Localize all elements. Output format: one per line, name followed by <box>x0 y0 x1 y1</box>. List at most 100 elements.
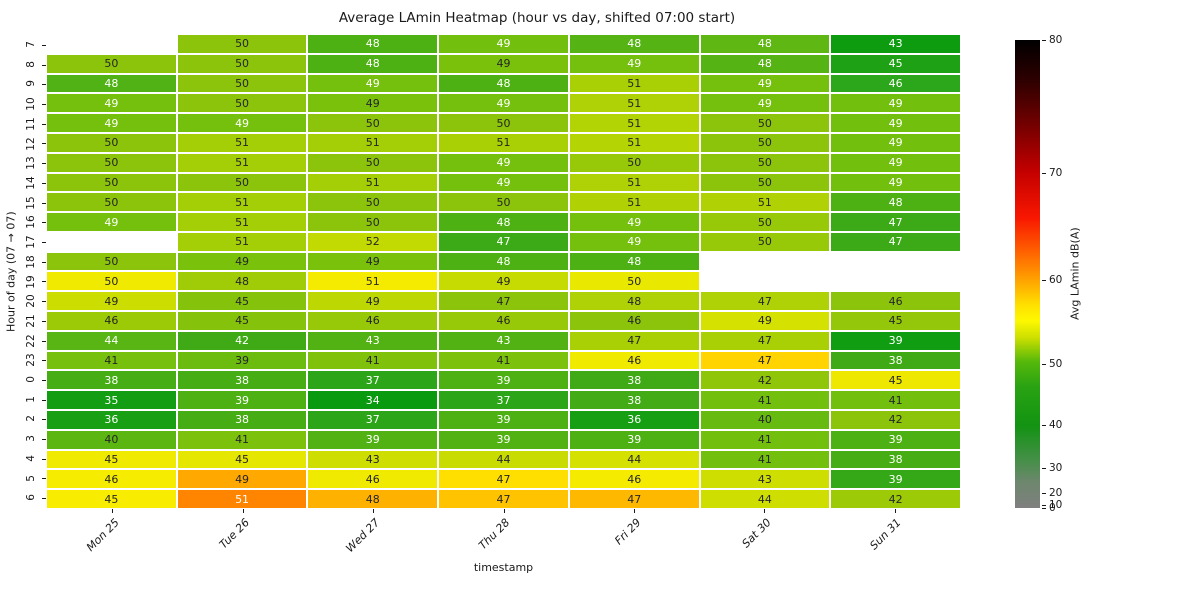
y-tick-label: 21 <box>25 314 37 328</box>
heatmap-cell: 51 <box>177 153 307 172</box>
heatmap-cell: 49 <box>700 94 830 113</box>
heatmap-cell: 46 <box>831 292 960 311</box>
y-tick-label: 15 <box>25 195 37 210</box>
heatmap-cell: 39 <box>569 430 699 449</box>
heatmap-cell: 48 <box>439 252 568 271</box>
x-tick-label: Fri 29 <box>611 516 644 548</box>
colorbar-tick-mark <box>1042 505 1046 507</box>
heatmap-cell: 50 <box>177 94 307 113</box>
heatmap-cell: 51 <box>177 490 307 508</box>
x-tick-mark <box>894 509 896 513</box>
heatmap-cell: 50 <box>439 193 568 212</box>
x-tick-mark <box>373 509 375 513</box>
heatmap-cell: 46 <box>308 470 438 489</box>
colorbar-tick-mark <box>1042 40 1046 41</box>
colorbar-tick-mark <box>1042 508 1046 509</box>
heatmap-cell: 39 <box>308 430 438 449</box>
heatmap-cell: 51 <box>177 193 307 212</box>
heatmap-cell: 48 <box>569 35 699 53</box>
heatmap-cell: 48 <box>177 272 307 291</box>
y-tick-label: 16 <box>25 215 37 229</box>
y-tick-mark <box>42 360 46 362</box>
heatmap-cell: 42 <box>177 331 307 350</box>
y-tick-mark <box>42 182 46 184</box>
heatmap-cell: 50 <box>47 272 176 291</box>
heatmap-cell: 52 <box>308 232 438 251</box>
empty-cell <box>47 232 176 251</box>
heatmap-cell: 49 <box>177 114 307 132</box>
heatmap-cell: 44 <box>47 331 176 350</box>
heatmap-cell: 43 <box>700 470 830 489</box>
x-tick-mark <box>633 509 635 513</box>
heatmap-cell: 34 <box>308 391 438 410</box>
x-tick-label: Sat 30 <box>739 516 774 551</box>
y-tick-mark <box>42 163 46 165</box>
heatmap-cell: 47 <box>569 490 699 508</box>
heatmap-cell: 38 <box>831 351 960 370</box>
heatmap-cell: 51 <box>569 173 699 192</box>
heatmap-cell: 48 <box>569 292 699 311</box>
heatmap-cell: 39 <box>831 430 960 449</box>
heatmap-cell: 49 <box>439 173 568 192</box>
heatmap-cell: 46 <box>47 312 176 330</box>
heatmap-cell: 49 <box>831 94 960 113</box>
heatmap-cell: 46 <box>569 470 699 489</box>
heatmap-cell: 50 <box>47 54 176 73</box>
y-tick-label: 3 <box>25 435 37 443</box>
empty-cell <box>700 272 830 291</box>
heatmap-cell: 43 <box>439 331 568 350</box>
heatmap-cell: 47 <box>439 470 568 489</box>
heatmap-cell: 50 <box>439 114 568 132</box>
heatmap-cell: 49 <box>831 153 960 172</box>
heatmap-cell: 39 <box>177 351 307 370</box>
heatmap-cell: 39 <box>177 391 307 410</box>
y-tick-label: 5 <box>25 475 37 482</box>
heatmap-cell: 51 <box>177 213 307 231</box>
heatmap-cell: 47 <box>439 292 568 311</box>
y-tick-mark <box>42 202 46 204</box>
colorbar-tick-label: 60 <box>1049 274 1063 286</box>
heatmap-cell: 49 <box>47 94 176 113</box>
heatmap-cell: 41 <box>700 391 830 410</box>
heatmap-cell: 50 <box>700 213 830 231</box>
y-tick-label: 1 <box>25 396 37 403</box>
y-tick-label: 11 <box>25 117 37 131</box>
y-tick-mark <box>42 84 46 86</box>
heatmap-cell: 50 <box>308 193 438 212</box>
colorbar-tick-label: 80 <box>1049 34 1063 46</box>
colorbar-label: Avg LAmin dB(A) <box>1068 227 1082 321</box>
x-tick-mark <box>764 509 766 513</box>
heatmap-cell: 49 <box>439 54 568 73</box>
y-tick-label: 6 <box>25 494 37 502</box>
y-tick-label: 7 <box>25 41 37 49</box>
y-tick-mark <box>42 439 46 440</box>
heatmap-cell: 49 <box>831 114 960 132</box>
colorbar-tick-label: 0 <box>1049 502 1056 514</box>
y-tick-mark <box>42 379 46 381</box>
heatmap-cell: 35 <box>47 391 176 410</box>
x-tick-mark <box>242 509 244 513</box>
heatmap-cell: 51 <box>700 193 830 212</box>
heatmap-cell: 48 <box>47 74 176 93</box>
y-tick-mark <box>42 340 46 342</box>
colorbar-tick-mark <box>1042 280 1046 281</box>
heatmap-cell: 42 <box>831 490 960 508</box>
heatmap-cell: 40 <box>47 430 176 449</box>
y-tick-label: 22 <box>25 333 37 348</box>
heatmap-cell: 41 <box>700 430 830 449</box>
empty-cell <box>700 252 830 271</box>
colorbar-tick-mark <box>1042 425 1046 427</box>
y-axis-ticks: 7 8 9 10 11 12 13 14 15 16 17 18 19 20 21 22 23 0 1 2 3 4 5 6 <box>22 35 40 508</box>
heatmap-cell: 51 <box>308 272 438 291</box>
heatmap-cell: 38 <box>177 371 307 390</box>
heatmap-cell: 46 <box>308 312 438 330</box>
heatmap-cell: 39 <box>831 470 960 489</box>
heatmap-cell: 44 <box>569 450 699 469</box>
heatmap-cell: 51 <box>177 133 307 152</box>
heatmap-cell: 50 <box>569 153 699 172</box>
heatmap-cell: 50 <box>700 153 830 172</box>
heatmap-cell: 43 <box>308 450 438 469</box>
heatmap-cell: 49 <box>831 133 960 152</box>
y-tick-label: 20 <box>25 294 37 308</box>
